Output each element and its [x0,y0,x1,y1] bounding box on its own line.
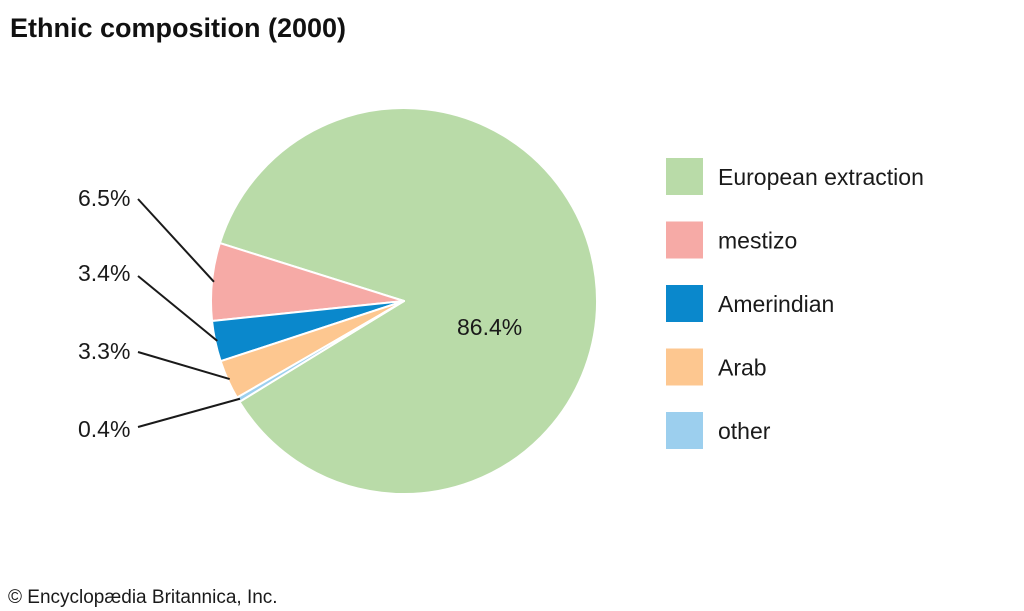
legend-swatch-european-extraction [666,158,703,195]
slice-label-european-extraction: 86.4% [457,314,522,340]
copyright-credit: © Encyclopædia Britannica, Inc. [8,587,278,608]
legend-swatch-amerindian [666,285,703,322]
leader-line-amerindian [137,275,218,342]
legend-swatch-mestizo [666,221,703,259]
legend-label-other: other [718,418,771,444]
legend-label-mestizo: mestizo [718,228,797,254]
legend-label-arab: Arab [718,355,767,381]
slice-label-arab: 3.3% [78,338,130,364]
leader-line-arab [137,351,230,381]
slice-label-mestizo: 6.5% [78,185,130,211]
slice-label-amerindian: 3.4% [78,260,130,286]
slice-labels: 86.4% 6.5% 3.4% 3.3% 0.4% [78,185,522,442]
legend: European extraction mestizo Amerindian Arab… [666,158,924,449]
slice-label-other: 0.4% [78,416,130,442]
pie-slice-european-extraction [218,107,598,495]
legend-label-european-extraction: European extraction [718,164,924,190]
leader-line-mestizo [137,198,215,283]
pie-slices [210,107,598,495]
legend-swatch-arab [666,348,703,386]
legend-label-amerindian: Amerindian [718,291,834,317]
chart-title: Ethnic composition (2000) [10,13,346,43]
leader-line-other [137,397,241,428]
leader-lines [137,198,241,428]
legend-swatch-other [666,412,703,449]
